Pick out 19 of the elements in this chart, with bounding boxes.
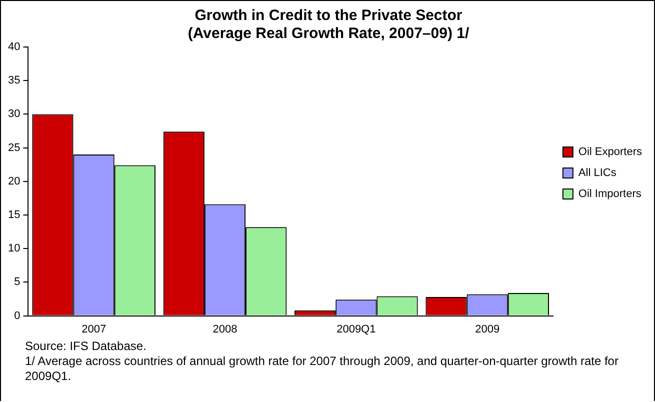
x-tick-label: 2008 [212,323,238,336]
y-tick-label: 5 [14,276,20,288]
legend-label: Oil Importers [578,188,642,200]
y-tick-label: 25 [8,142,20,154]
chart-title: Growth in Credit to the Private Sector (Average Real Growth Rate, 2007–09) 1/ [188,7,470,42]
y-tick-label: 10 [8,242,20,255]
y-tick-label: 35 [8,74,20,87]
y-tick-label: 20 [8,175,20,188]
legend-label: All LICs [578,167,617,180]
x-tick-label: 2009 [475,323,500,336]
x-tick-label: 2007 [82,323,106,336]
source-note: Source: IFS Database. [25,339,148,354]
text: 1/ Average across countries of annual growth rate for 2007 through 2009, and quarter-on-quarter growth rate for 2009Q1. [25,354,620,384]
y-tick-label: 15 [8,209,20,222]
y-tick-label: 0 [14,310,20,322]
y-tick-label: 30 [8,108,20,120]
legend-label: Oil Exporters [578,146,642,158]
y-tick-label: 40 [8,41,20,54]
x-tick-label: 2009Q1 [336,323,376,336]
